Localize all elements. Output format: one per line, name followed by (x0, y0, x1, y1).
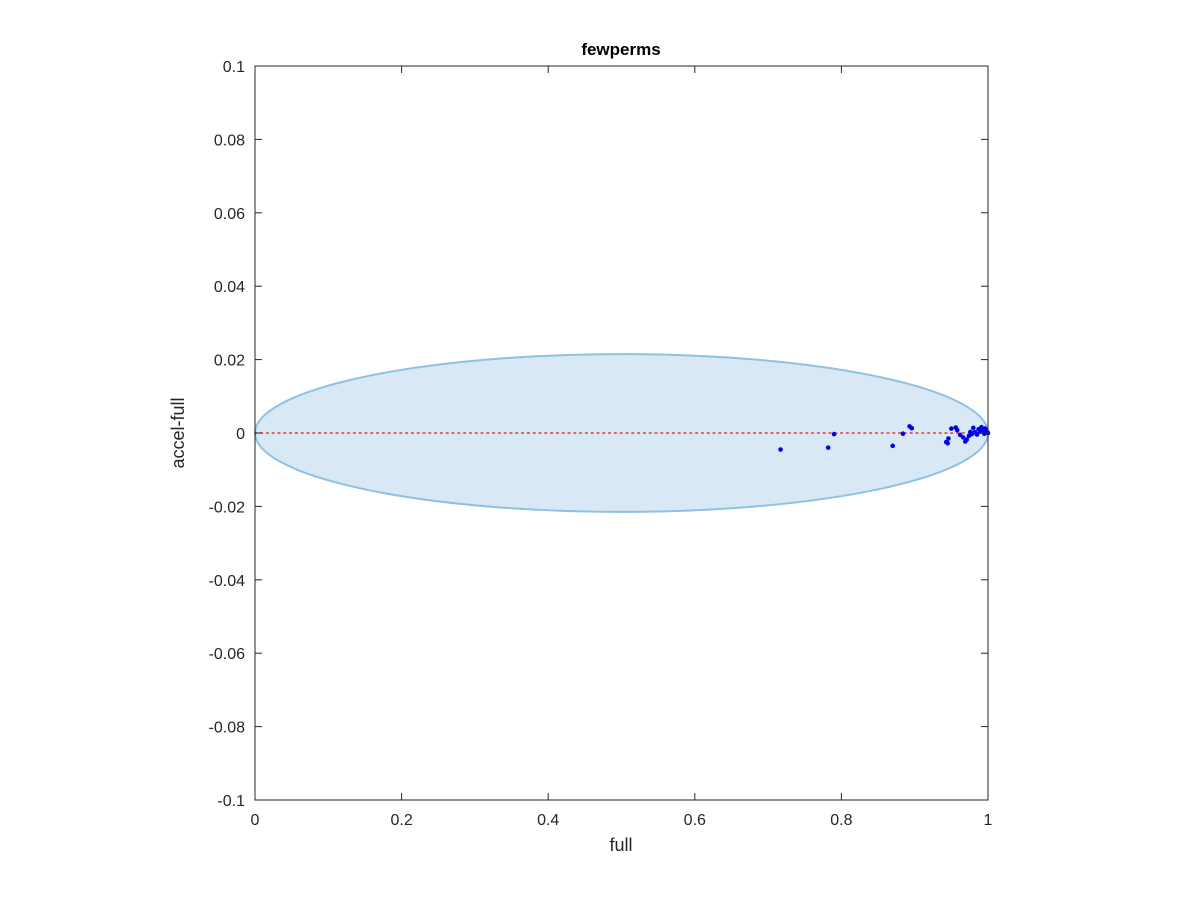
data-point (900, 431, 906, 437)
y-tick-label: 0.08 (214, 132, 245, 149)
y-tick-label: -0.08 (209, 720, 246, 737)
y-tick-label: -0.1 (217, 793, 245, 810)
data-point (945, 440, 950, 446)
y-tick-label: 0.02 (214, 353, 245, 370)
y-tick-label: 0.1 (223, 59, 245, 76)
data-points (778, 424, 991, 452)
data-point (974, 432, 980, 437)
data-point (949, 426, 954, 431)
data-point (825, 445, 831, 450)
y-tick-label: 0.06 (214, 206, 245, 223)
x-tick-label: 0 (251, 812, 260, 829)
y-tick-label: -0.06 (209, 646, 246, 663)
x-tick-label: 0.8 (830, 812, 852, 829)
y-axis-ticks: -0.1 -0.08 -0.06 -0.04 -0.02 0 0.02 0.04 0.06 0.0… (209, 59, 988, 810)
data-point (909, 425, 915, 431)
data-point (971, 425, 976, 431)
data-point (890, 443, 896, 449)
x-tick-label: 1 (984, 812, 993, 829)
y-tick-label: -0.02 (209, 499, 246, 516)
x-axis-label: full (609, 835, 632, 855)
data-point (960, 435, 966, 440)
x-axis-ticks: 0 0.2 0.4 0.6 0.8 1 (251, 66, 993, 829)
y-tick-label: 0.04 (214, 279, 245, 296)
x-tick-label: 0.4 (537, 812, 559, 829)
data-point (831, 431, 837, 437)
y-tick-label: 0 (236, 426, 245, 443)
data-point (778, 447, 783, 452)
chart-title: fewperms (581, 40, 660, 59)
data-point (964, 437, 970, 442)
x-tick-label: 0.6 (684, 812, 706, 829)
data-point (946, 436, 951, 441)
y-tick-label: -0.04 (209, 573, 246, 590)
data-point (954, 427, 960, 433)
x-tick-label: 0.2 (390, 812, 412, 829)
y-axis-label: accel-full (168, 397, 188, 468)
